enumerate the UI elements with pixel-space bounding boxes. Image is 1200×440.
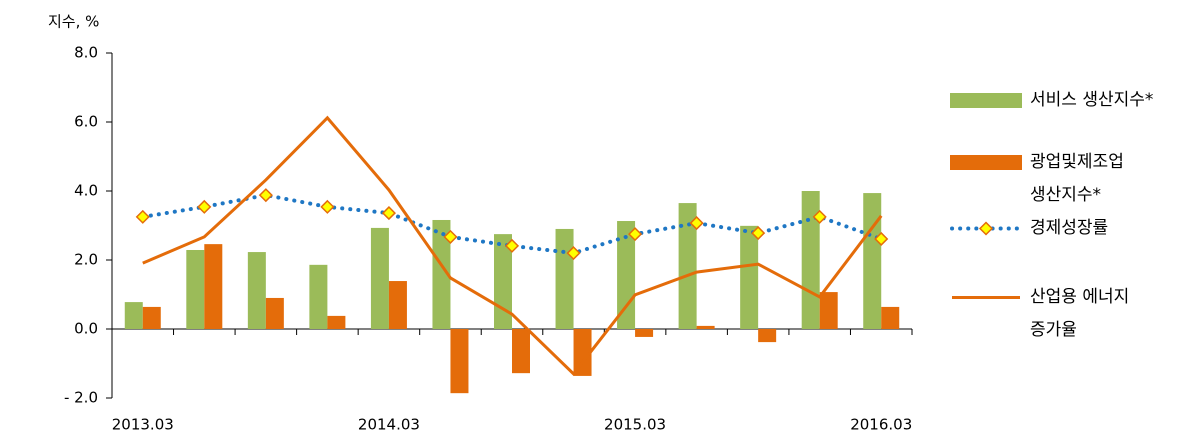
bar [265,297,284,329]
bar [327,315,346,329]
y-tick-label: 0.0 [74,320,98,338]
marker [504,238,520,253]
bar [819,292,838,329]
bar [432,219,451,329]
x-tick-label: 2016.03 [850,416,912,434]
y-tick-label: 2.0 [74,251,98,269]
marker [381,206,396,221]
marker [628,227,643,242]
legend-icon [952,296,1020,299]
bar [678,203,697,329]
bar [635,329,654,337]
bar [801,191,820,329]
legend-marker [978,221,994,236]
legend-swatch [950,155,1022,170]
bar [881,306,900,329]
bar [740,225,759,329]
bar [309,264,328,329]
marker [197,199,212,214]
x-tick-label: 2015.03 [604,416,666,434]
y-tick-label: 8.0 [74,44,98,62]
bar [863,193,882,329]
legend-icon [950,155,1022,170]
x-tick-label: 2013.03 [112,416,174,434]
bar [555,228,574,329]
bar [758,329,777,343]
legend-entry: 광업및제조업 생산지수* [950,146,1124,212]
line [142,115,883,377]
legend-swatch [950,93,1022,108]
x-tick-label: 2014.03 [358,416,420,434]
y-tick-label: 4.0 [74,182,98,200]
marker [689,216,704,231]
legend-icon [950,93,1022,108]
y-axis-label: 지수, % [48,13,99,31]
bar [204,244,223,329]
marker [135,209,150,224]
legend-label: 경제성장률 [1030,218,1109,238]
legend-label: 산업용 에너지 증가율 [1030,287,1130,340]
y-tick-label: 6.0 [74,113,98,131]
bar [124,302,143,329]
bar [142,306,161,329]
bar [573,329,592,376]
legend-label: 광업및제조업 생산지수* [1030,152,1124,205]
marker [258,188,273,203]
bar [512,329,530,374]
bar [247,252,266,329]
chart: 지수, % - 2.0 0.0 2.0 4.0 6.0 8.0 2013.03 2014.03… [48,13,913,434]
legend-entry: 경제성장률 [950,212,1108,245]
bar [186,249,205,329]
legend-icon [950,221,1022,236]
marker [566,246,581,261]
marker [874,231,889,247]
legend-entry: 서비스 생산지수* [950,84,1153,117]
marker [443,229,458,244]
bar [696,325,715,329]
marker [812,209,827,224]
marker [751,226,766,241]
legend-entry: 산업용 에너지 증가율 [950,281,1129,347]
marker [320,199,335,214]
y-tick-label: - 2.0 [64,389,98,407]
legend-label: 서비스 생산지수* [1030,90,1154,110]
bar [370,227,389,329]
bar [388,281,407,329]
bar [450,329,469,394]
